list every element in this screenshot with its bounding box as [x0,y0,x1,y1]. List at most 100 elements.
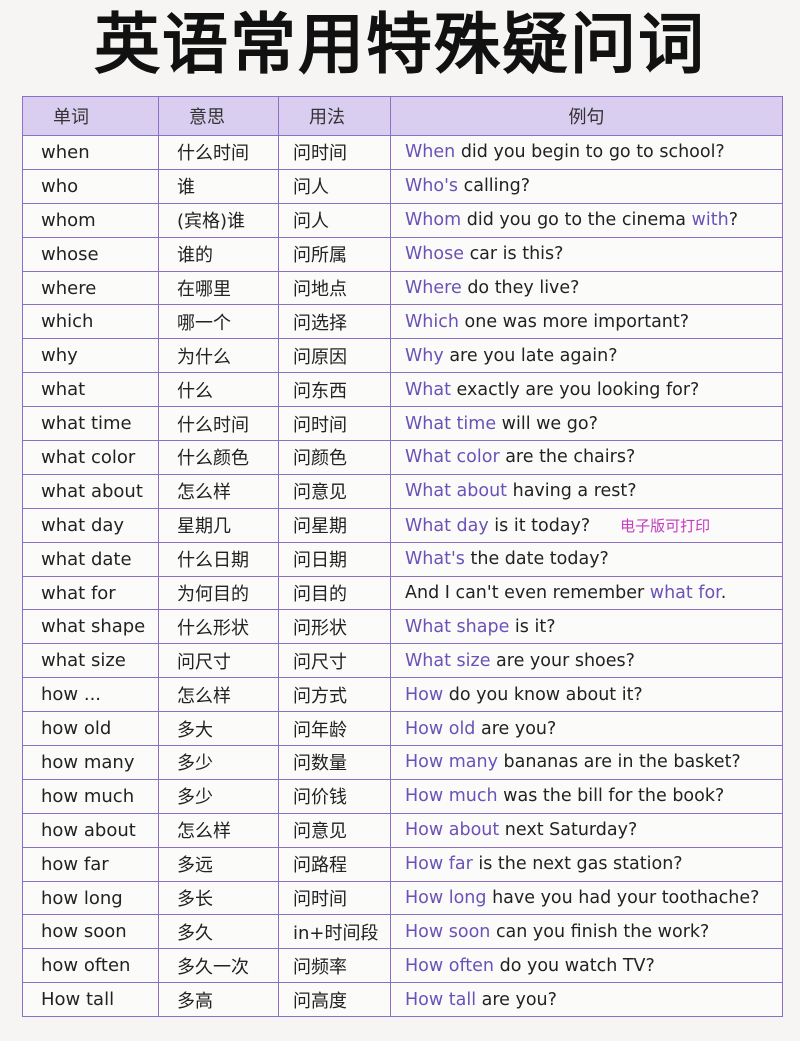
usage-cell: 问原因 [278,338,391,374]
usage-cell: 问价钱 [278,778,391,814]
example-cell: What about having a rest? [390,473,783,509]
word-cell: why [22,338,159,374]
example-cell: How tall are you? [390,982,783,1018]
usage-cell: 问星期 [278,507,391,543]
row: how far 多远 问路程 How far is the next gas stat… [22,846,783,882]
row: what shape 什么形状 问形状 What shape is it? [22,609,783,645]
meaning-cell: 什么 [158,372,279,408]
meaning-cell: 问尺寸 [158,643,279,679]
row: when 什么时间 问时间 When did you begin to go to s… [22,135,783,170]
usage-cell: 问时间 [278,406,391,442]
highlight-text: What's [405,549,465,570]
row: why 为什么 问原因 Why are you late again? [22,338,783,374]
row: which 哪一个 问选择 Which one was more important? [22,304,783,340]
highlight-text: What size [405,650,491,671]
example-cell: Whose car is this? [390,236,783,272]
word-cell: how soon [22,914,159,950]
usage-cell: 问时间 [278,135,391,170]
example-cell: Which one was more important? [390,304,783,340]
row: what color 什么颜色 问颜色 What color are the chai… [22,440,783,475]
example-text: can you finish the work? [490,921,710,942]
highlight-text: How many [405,752,498,773]
example-cell: How about next Saturday? [390,812,783,848]
row: what time 什么时间 问时间 What time will we go? [22,406,783,442]
example-cell: What color are the chairs? [390,440,783,475]
row: who 谁问人 Who's calling? [22,168,783,204]
word-cell: what for [22,575,159,611]
example-text: are you? [476,989,557,1010]
header-cell: 意思 [158,96,279,136]
word-cell: how old [22,711,159,747]
row: how much 多少 问价钱 How much was the bill for t… [22,778,783,814]
meaning-cell: 多少 [158,778,279,814]
meaning-cell: 在哪里 [158,270,279,306]
highlight-text: How tall [405,989,477,1010]
row: what for 为何目的 问目的 And I can't even remember… [22,575,783,611]
example-text: ? [728,210,738,231]
highlight-text: How long [405,888,487,909]
highlight-text: What about [405,481,508,502]
highlight-text: How soon [405,921,491,942]
usage-cell: 问意见 [278,812,391,848]
row: what date 什么日期 问日期 What's the date today? [22,541,783,577]
meaning-cell: 多长 [158,880,279,916]
example-cell: Why are you late again? [390,338,783,374]
example-cell: What exactly are you looking for? [390,372,783,408]
meaning-cell: 哪一个 [158,304,279,340]
example-text: having a rest? [507,481,637,502]
highlight-text: How often [405,955,495,976]
word-cell: how often [22,948,159,984]
highlight-text: How far [405,854,473,875]
meaning-cell: 谁的 [158,236,279,272]
word-cell: what size [22,643,159,679]
usage-cell: 问形状 [278,609,391,645]
highlight-text: When [405,142,456,163]
example-text: did you begin to go to school? [455,142,725,163]
usage-cell: 问人 [278,202,391,238]
row: how many 多少 问数量 How many bananas are in the… [22,745,783,780]
meaning-cell: 怎么样 [158,812,279,848]
word-cell: what shape [22,609,159,645]
highlight-text: What day [405,515,489,536]
row: how old 多大 问年龄 How old are you? [22,711,783,747]
title: 英语常用特殊疑问词 [94,6,706,83]
row: where 在哪里 问地点 Where do they live? [22,270,783,306]
word-cell: how far [22,846,159,882]
example-text: bananas are in the basket? [497,752,741,773]
example-text: is the next gas station? [472,854,683,875]
row: whom (宾格)谁 问人 Whom did you go to the cinema… [22,202,783,238]
example-text: are the chairs? [499,447,636,468]
row: how often 多久一次 问频率 How often do you watch T… [22,948,783,984]
meaning-cell: 怎么样 [158,473,279,509]
example-cell: How much was the bill for the book? [390,778,783,814]
note: 电子版可打印 [620,516,711,535]
example-text: was the bill for the book? [497,786,725,807]
usage-cell: 问尺寸 [278,643,391,679]
example-text: have you had your toothache? [486,888,760,909]
example-cell: When did you begin to go to school? [390,135,783,170]
meaning-cell: 多高 [158,982,279,1018]
header-row: 单词 意思 用法 例句 [22,96,783,136]
usage-cell: 问时间 [278,880,391,916]
example-cell: How soon can you finish the work? [390,914,783,950]
example-cell: How far is the next gas station? [390,846,783,882]
example-text: is it today? [488,515,591,536]
highlight-text: How much [405,786,498,807]
meaning-cell: 多久 [158,914,279,950]
meaning-cell: 星期几 [158,507,279,543]
highlight-text: What shape [405,616,510,637]
word-cell: what day [22,507,159,543]
example-cell: What shape is it? [390,609,783,645]
usage-cell: 问日期 [278,541,391,577]
word-cell: what [22,372,159,408]
example-text: are you? [475,718,557,739]
word-cell: How tall [22,982,159,1018]
row: how about 怎么样 问意见 How about next Saturday? [22,812,783,848]
example-text: will we go? [496,413,598,434]
meaning-cell: 怎么样 [158,677,279,713]
row: what day 星期几 问星期 What day is it today? 电子版可打… [22,507,783,543]
row: how long 多长 问时间 How long have you had your … [22,880,783,916]
meaning-cell: 多远 [158,846,279,882]
highlight-text: Who's [405,176,459,197]
usage-cell: 问数量 [278,745,391,780]
